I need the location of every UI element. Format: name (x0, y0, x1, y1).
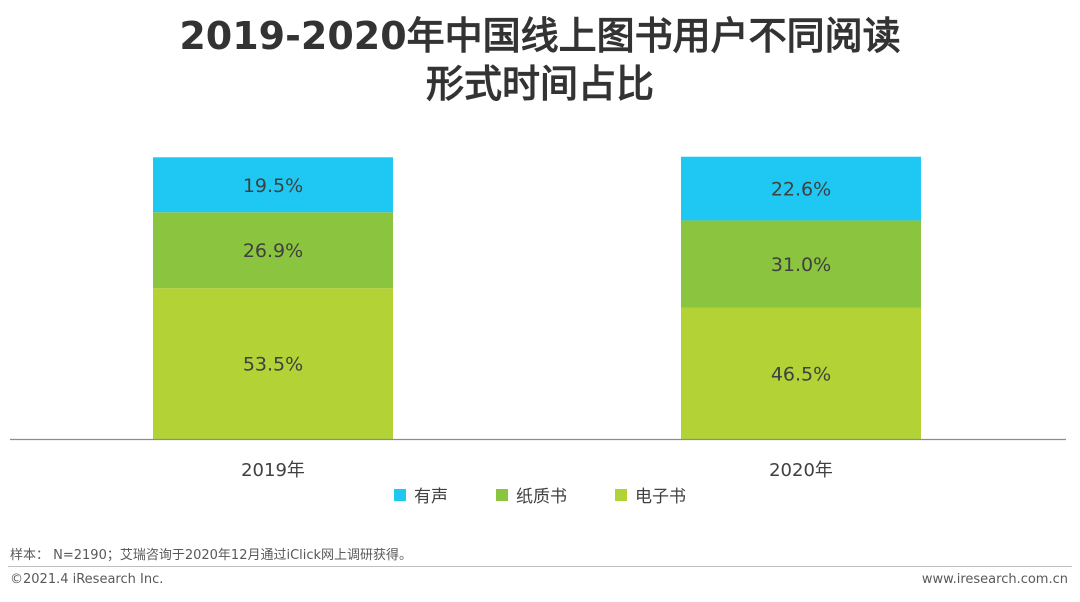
website: www.iresearch.com.cn (921, 572, 1068, 587)
bar-segment (153, 212, 393, 289)
legend-label: 纸质书 (516, 487, 567, 507)
chart-title: 2019-2020年中国线上图书用户不同阅读 形式时间占比 (0, 12, 1080, 108)
footer-divider (8, 566, 1072, 567)
chart-title-line1: 2019-2020年中国线上图书用户不同阅读 (179, 14, 901, 58)
bar-segment (153, 157, 393, 213)
legend: 有声 纸质书 电子书 (0, 482, 1080, 507)
copyright: ©2021.4 iResearch Inc. (10, 572, 164, 587)
bar-segment (681, 220, 921, 308)
data-label: 19.5% (243, 175, 303, 197)
legend-item: 有声 (394, 482, 448, 507)
legend-swatch (496, 488, 508, 501)
sample-note: 样本： N=2190；艾瑞咨询于2020年12月通过iClick网上调研获得。 (10, 548, 413, 563)
bar-segment (681, 307, 921, 439)
bar-segment (681, 156, 921, 221)
data-label: 22.6% (771, 179, 831, 201)
data-label: 46.5% (771, 363, 831, 385)
bar-segment (153, 288, 393, 439)
legend-label: 电子书 (635, 487, 686, 507)
data-label: 53.5% (243, 354, 303, 376)
legend-label: 有声 (414, 487, 448, 507)
legend-item: 电子书 (615, 482, 686, 507)
legend-swatch (615, 488, 627, 501)
data-label: 26.9% (243, 240, 303, 262)
data-label: 31.0% (771, 254, 831, 276)
x-tick-label: 2019年 (241, 460, 305, 481)
legend-swatch (394, 488, 406, 501)
legend-item: 纸质书 (496, 482, 567, 507)
x-tick-label: 2020年 (769, 460, 833, 481)
chart-title-line2: 形式时间占比 (425, 62, 654, 106)
